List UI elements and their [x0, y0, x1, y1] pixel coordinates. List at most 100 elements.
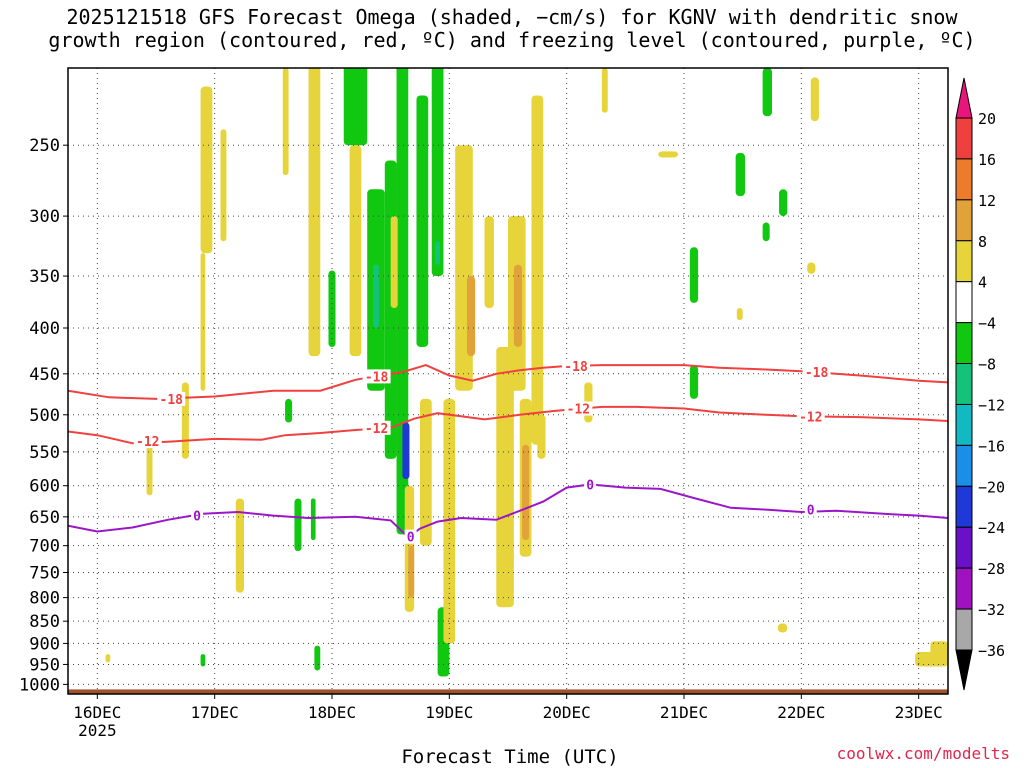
omega-patch — [235, 498, 244, 593]
omega-patch — [689, 365, 699, 399]
omega-patch — [402, 422, 410, 480]
omega-patch — [310, 498, 316, 541]
colorbar-bin — [955, 117, 973, 160]
omega-patch — [105, 654, 111, 663]
omega-patch — [314, 645, 321, 671]
omega-patch — [308, 68, 321, 357]
contour-label: -12 — [365, 422, 388, 437]
source-credit: coolwx.com/modelts — [836, 744, 1010, 763]
omega-patch — [658, 151, 679, 158]
y-tick-label: 950 — [29, 655, 60, 675]
omega-patch — [735, 152, 746, 197]
contour-label: -12 — [136, 435, 159, 450]
colorbar-label: −36 — [978, 642, 1005, 660]
omega-patch — [220, 129, 227, 242]
omega-patch — [343, 68, 368, 146]
colorbar-bin — [955, 199, 973, 242]
y-tick-label: 400 — [29, 319, 60, 339]
x-tick-label: 17DEC — [191, 703, 239, 722]
colorbar-bin — [955, 281, 973, 324]
y-tick-label: 1000 — [19, 675, 60, 695]
omega-patch — [282, 68, 289, 176]
x-tick-sublabel: 2025 — [78, 721, 117, 740]
y-tick-label: 500 — [29, 406, 60, 426]
y-tick-label: 850 — [29, 612, 60, 632]
contour-line-dendritic-minus12 — [68, 405, 948, 445]
contour-label-bg — [584, 477, 597, 492]
x-tick-label: 21DEC — [660, 703, 708, 722]
colorbar-label: −28 — [978, 560, 1005, 578]
chart-title-line-1: 2025121518 GFS Forecast Omega (shaded, −… — [66, 5, 958, 29]
omega-patch — [408, 545, 415, 598]
x-tick-label: 19DEC — [425, 703, 473, 722]
contour-label: 0 — [193, 510, 201, 525]
omega-patch — [522, 444, 530, 541]
omega-patch — [200, 654, 206, 667]
chart-title-line-2: growth region (contoured, red, ºC) and f… — [48, 28, 976, 52]
omega-patch — [431, 68, 444, 277]
x-tick-label: 18DEC — [308, 703, 356, 722]
colorbar-label: 20 — [978, 110, 996, 128]
omega-patch — [285, 398, 293, 423]
colorbar-bin — [955, 608, 973, 651]
colorbar-bin — [955, 403, 973, 446]
colorbar-label: −12 — [978, 396, 1005, 414]
omega-patch — [601, 68, 608, 113]
colorbar-label: 12 — [978, 192, 996, 210]
contour-label: 0 — [407, 531, 415, 546]
colorbar-bin — [955, 526, 973, 569]
colorbar-label: −20 — [978, 478, 1005, 496]
colorbar-bin — [955, 567, 973, 610]
omega-patch — [779, 189, 788, 217]
y-tick-label: 900 — [29, 634, 60, 654]
contour-label: 0 — [586, 478, 594, 493]
colorbar-bin — [955, 485, 973, 528]
omega-patch — [390, 216, 398, 309]
omega-patch — [416, 95, 429, 347]
contour-line-freezing-level-0 — [68, 483, 948, 539]
y-tick-label: 550 — [29, 443, 60, 463]
contour-label-bg — [133, 434, 162, 449]
colorbar-label: 16 — [978, 151, 996, 169]
y-tick-label: 650 — [29, 508, 60, 528]
omega-patch — [777, 623, 788, 633]
omega-patch — [349, 145, 362, 357]
x-tick-label: 23DEC — [895, 703, 943, 722]
contour-label-bg — [191, 508, 204, 523]
colorbar-bin — [955, 322, 973, 365]
y-tick-label: 300 — [29, 207, 60, 227]
omega-patch — [396, 68, 409, 535]
omega-patch — [537, 414, 546, 459]
contour-label-bg — [362, 369, 391, 384]
omega-patch — [736, 308, 743, 321]
contour-label-bg — [802, 365, 831, 380]
contour-label-bg — [564, 401, 593, 416]
y-tick-label: 600 — [29, 477, 60, 497]
colorbar-bin — [955, 444, 973, 487]
omega-patch — [420, 398, 432, 546]
colorbar-top-arrow — [955, 77, 973, 119]
contour-label: -18 — [805, 366, 829, 381]
y-tick-label: 800 — [29, 589, 60, 609]
omega-patch — [762, 222, 770, 242]
ground-surface — [68, 689, 948, 694]
colorbar-label: −32 — [978, 601, 1005, 619]
y-tick-label: 450 — [29, 365, 60, 385]
contour-label-bg — [157, 391, 186, 406]
colorbar-label: −24 — [978, 519, 1005, 537]
colorbar-bin — [955, 240, 973, 283]
omega-patch — [200, 253, 206, 391]
contour-label: -18 — [365, 370, 389, 385]
y-tick-label: 250 — [29, 136, 60, 156]
contour-label-bg — [796, 409, 825, 424]
colorbar-bin — [955, 363, 973, 405]
omega-patch — [146, 444, 153, 496]
plot-frame — [67, 67, 949, 695]
contour-label: 0 — [807, 504, 815, 519]
x-tick-label: 22DEC — [777, 703, 825, 722]
omega-patch — [484, 216, 494, 309]
x-tick-label: 16DEC — [73, 703, 121, 722]
omega-patch — [810, 77, 819, 122]
contour-label-bg — [562, 358, 591, 373]
colorbar-label: 8 — [978, 233, 987, 251]
